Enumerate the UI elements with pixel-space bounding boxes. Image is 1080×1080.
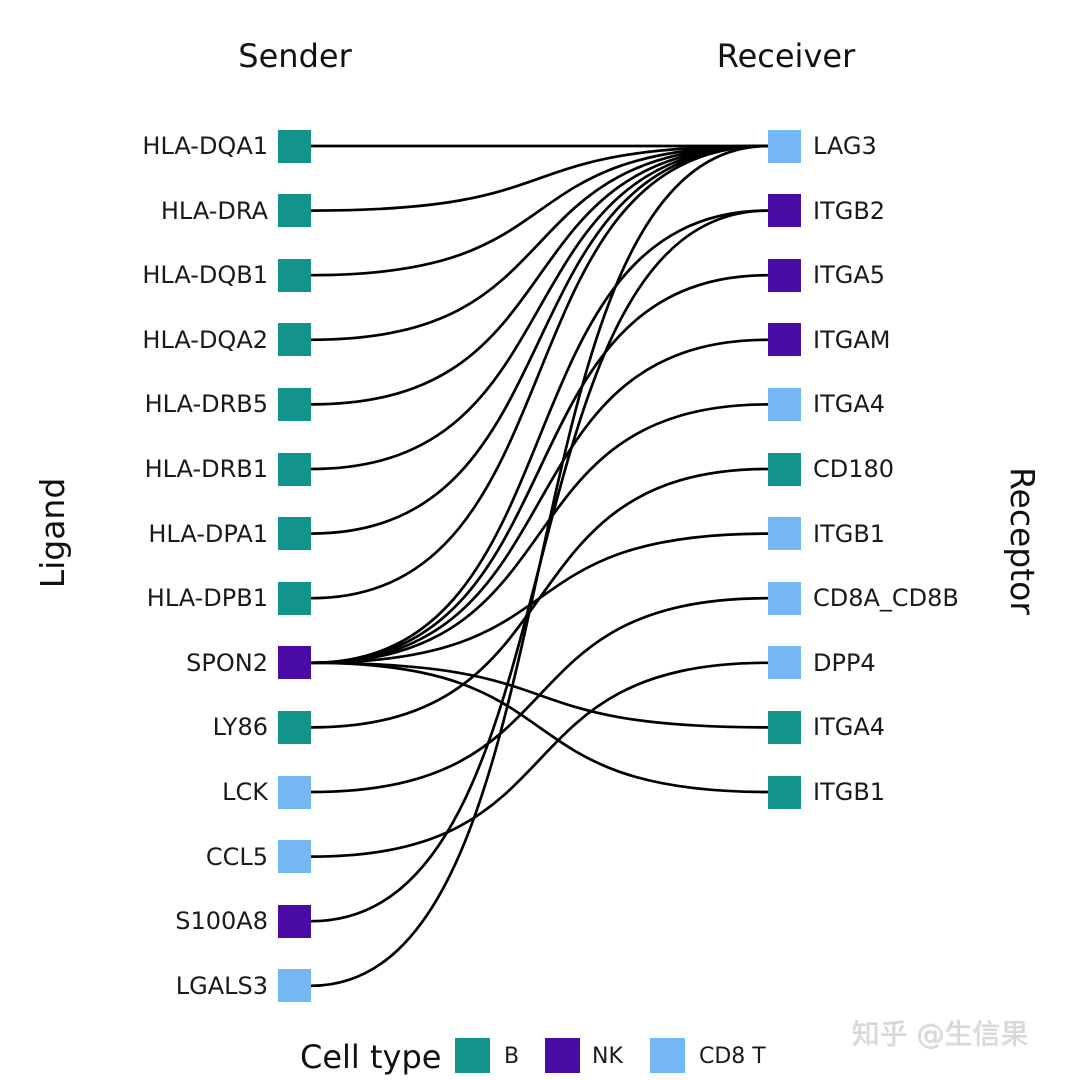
link-curve: [310, 273, 769, 665]
ligand-label: HLA-DPB1: [146, 584, 268, 613]
ligand-node-square: [278, 840, 311, 874]
link-curve: [310, 144, 769, 406]
receptor-label: LAG3: [813, 132, 877, 160]
receptor-label: ITGAM: [813, 325, 891, 354]
legend-label-cd8t: CD8 T: [699, 1044, 766, 1069]
ligand-label: LCK: [222, 778, 268, 806]
ligand-label: S100A8: [175, 907, 268, 936]
receptor-node-square: [768, 323, 801, 357]
ligand-node-square: [278, 323, 311, 357]
ligand-node-square: [278, 517, 311, 551]
link-curve: [310, 144, 769, 988]
receptor-label: ITGA4: [813, 713, 886, 742]
legend-title: Cell type: [300, 1038, 442, 1076]
legend-label-nk: NK: [592, 1044, 623, 1069]
receptor-label: ITGB1: [813, 778, 886, 806]
link-curve: [310, 661, 769, 858]
link-curve: [310, 144, 769, 277]
ligand-node-square: [278, 581, 311, 615]
ligand-node-square: [278, 969, 311, 1003]
receptor-label: DPP4: [813, 648, 876, 677]
ligand-node-square: [278, 452, 311, 486]
ligand-node-square: [278, 710, 311, 744]
receptor-node-square: [768, 194, 801, 228]
link-curve: [310, 144, 769, 471]
receptor-node-square: [768, 387, 801, 421]
ligand-label: HLA-DRB5: [144, 390, 268, 419]
link-curve: [310, 467, 769, 729]
link-curve: [310, 403, 769, 665]
link-curve: [310, 596, 769, 794]
receptor-label: ITGA4: [813, 390, 886, 419]
ligand-label: SPON2: [186, 648, 268, 677]
receiver-column-title: Receiver: [716, 37, 856, 75]
ligand-node-square: [278, 775, 311, 809]
receptor-label: ITGA5: [813, 261, 886, 290]
watermark: 知乎 @生信果: [852, 1018, 1029, 1051]
ligand-node-square: [278, 646, 311, 680]
ligand-node-square: [278, 387, 311, 421]
receptor-node-square: [768, 129, 801, 163]
legend-swatch-b: [455, 1038, 490, 1073]
receptor-label: ITGB1: [813, 519, 886, 548]
receptor-label: CD8A_CD8B: [813, 584, 959, 613]
ligand-label: LY86: [212, 713, 268, 742]
link-curve: [310, 209, 769, 665]
receptor-node-square: [768, 517, 801, 551]
sender-column-title: Sender: [238, 37, 352, 75]
receptor-label: CD180: [813, 455, 895, 483]
link-curve: [310, 144, 769, 535]
receptor-node-square: [768, 646, 801, 680]
receptor-node-square: [768, 581, 801, 615]
ligand-label: HLA-DQA2: [142, 325, 268, 354]
ligand-label: LGALS3: [175, 971, 268, 1000]
ligand-label: HLA-DRA: [160, 196, 268, 225]
legend-label-b: B: [504, 1044, 520, 1069]
legend-swatch-nk: [545, 1038, 580, 1073]
link-curve: [310, 144, 769, 212]
ligand-label: HLA-DPA1: [148, 519, 268, 548]
link-curve: [310, 144, 769, 342]
link-curve: [310, 338, 769, 665]
receptor-node-square: [768, 710, 801, 744]
ligand-node-square: [278, 129, 311, 163]
ligand-label: HLA-DQA1: [142, 132, 268, 160]
ligand-label: HLA-DRB1: [144, 455, 268, 483]
ligand-label: HLA-DQB1: [142, 261, 268, 290]
receptor-node-square: [768, 258, 801, 292]
receptor-node-square: [768, 452, 801, 486]
legend-swatch-cd8t: [650, 1038, 685, 1073]
receptor-label: ITGB2: [813, 196, 886, 225]
ligand-node-square: [278, 258, 311, 292]
ligand-node-square: [278, 194, 311, 228]
ligand-node-square: [278, 904, 311, 938]
link-curve: [310, 144, 769, 600]
ligand-label: CCL5: [205, 842, 268, 871]
link-curve: [310, 661, 769, 794]
receptor-node-square: [768, 775, 801, 809]
